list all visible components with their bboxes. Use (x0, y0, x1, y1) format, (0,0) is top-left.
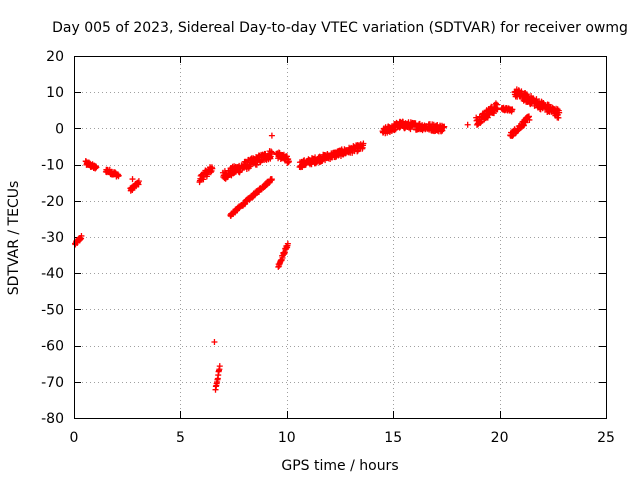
y-tick-label: 10 (46, 85, 64, 101)
plot-frame (74, 56, 607, 419)
data-point (211, 338, 218, 345)
data-point (115, 172, 122, 179)
x-tick-label: 15 (384, 430, 402, 446)
y-tick-label: -80 (41, 411, 64, 427)
data-point (526, 116, 533, 123)
y-tick-label: -70 (41, 375, 64, 391)
data-point (523, 91, 530, 98)
data-point (441, 123, 448, 130)
data-point (554, 106, 561, 113)
data-point (360, 140, 367, 147)
x-tick-label: 5 (176, 430, 185, 446)
data-point (268, 149, 275, 156)
data-point (209, 165, 216, 172)
data-point (268, 176, 275, 183)
y-tick-label: 20 (46, 49, 64, 65)
y-axis-label: SDTVAR / TECUs (6, 181, 22, 296)
chart-title: Day 005 of 2023, Sidereal Day-to-day VTE… (52, 20, 628, 36)
data-point (556, 109, 563, 116)
y-tick-label: 0 (55, 121, 64, 137)
data-point (216, 363, 223, 370)
data-point (78, 232, 85, 239)
data-point (308, 161, 315, 168)
y-tick-label: -60 (41, 339, 64, 355)
data-point (253, 161, 260, 168)
data-point (268, 132, 275, 139)
data-point (354, 148, 361, 155)
y-tick-label: -30 (41, 230, 64, 246)
x-tick-label: 20 (491, 430, 509, 446)
y-tick-label: -40 (41, 266, 64, 282)
data-point (284, 240, 291, 247)
data-points (72, 86, 563, 393)
data-point (492, 100, 499, 107)
data-point (135, 178, 142, 185)
data-point (528, 92, 535, 99)
y-tick-label: -20 (41, 194, 64, 210)
data-point (464, 121, 471, 128)
x-tick-label: 25 (597, 430, 615, 446)
data-point (555, 114, 562, 121)
grid-lines (74, 56, 606, 418)
x-tick-labels: 0 5 10 15 20 25 (70, 430, 615, 446)
data-point (509, 106, 516, 113)
x-axis-label: GPS time / hours (281, 458, 398, 474)
y-tick-labels: -80 -70 -60 -50 -40 -30 -20 -10 0 10 20 (41, 49, 64, 427)
x-tick-label: 10 (278, 430, 296, 446)
data-point (129, 176, 136, 183)
y-tick-label: -50 (41, 302, 64, 318)
data-point (285, 158, 292, 165)
data-point (93, 164, 100, 171)
x-tick-label: 0 (70, 430, 79, 446)
y-tick-label: -10 (41, 158, 64, 174)
